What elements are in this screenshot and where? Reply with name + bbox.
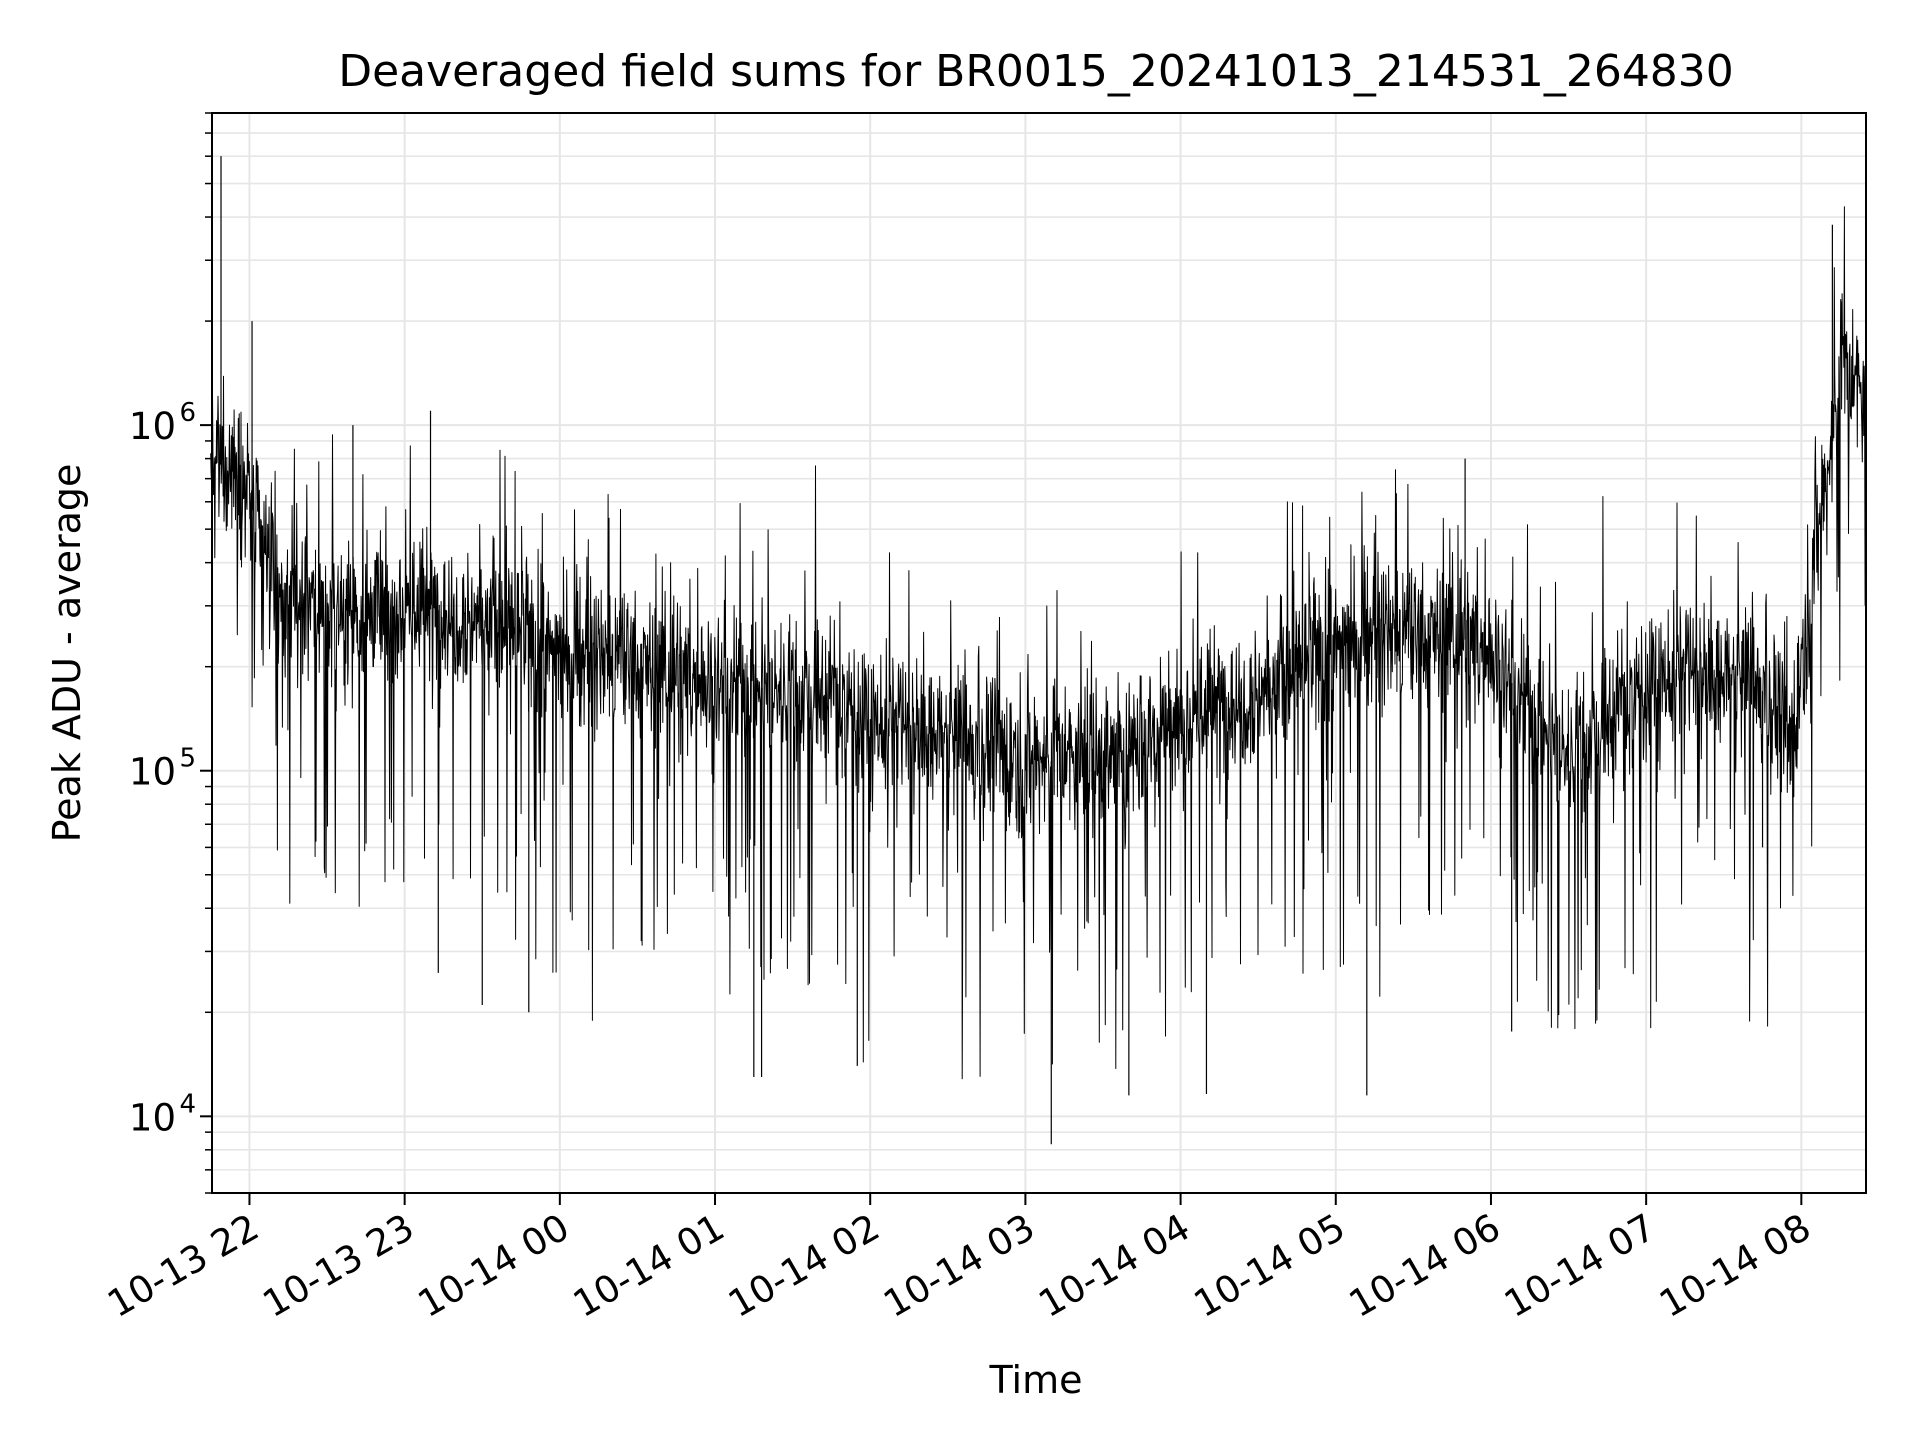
y-tick-label-exponent: 4 <box>179 1089 196 1119</box>
y-tick-label-exponent: 5 <box>179 744 196 774</box>
data-series <box>210 156 1867 1145</box>
chart-title: Deaveraged field sums for BR0015_2024101… <box>338 46 1734 97</box>
y-tick-label-base: 10 <box>129 405 176 448</box>
y-tick-label-base: 10 <box>129 1096 176 1139</box>
plot-frame <box>211 112 1867 1194</box>
y-tick-label: 10 <box>129 1096 176 1139</box>
y-axis-label: Peak ADU - average <box>45 464 89 843</box>
y-tick-label: 10 <box>129 405 176 448</box>
x-axis-label: Time <box>989 1358 1083 1402</box>
y-tick-label: 10 <box>129 751 176 794</box>
y-tick-label-base: 10 <box>129 751 176 794</box>
y-tick-label-exponent: 6 <box>179 398 196 428</box>
series-line <box>210 206 1867 1080</box>
